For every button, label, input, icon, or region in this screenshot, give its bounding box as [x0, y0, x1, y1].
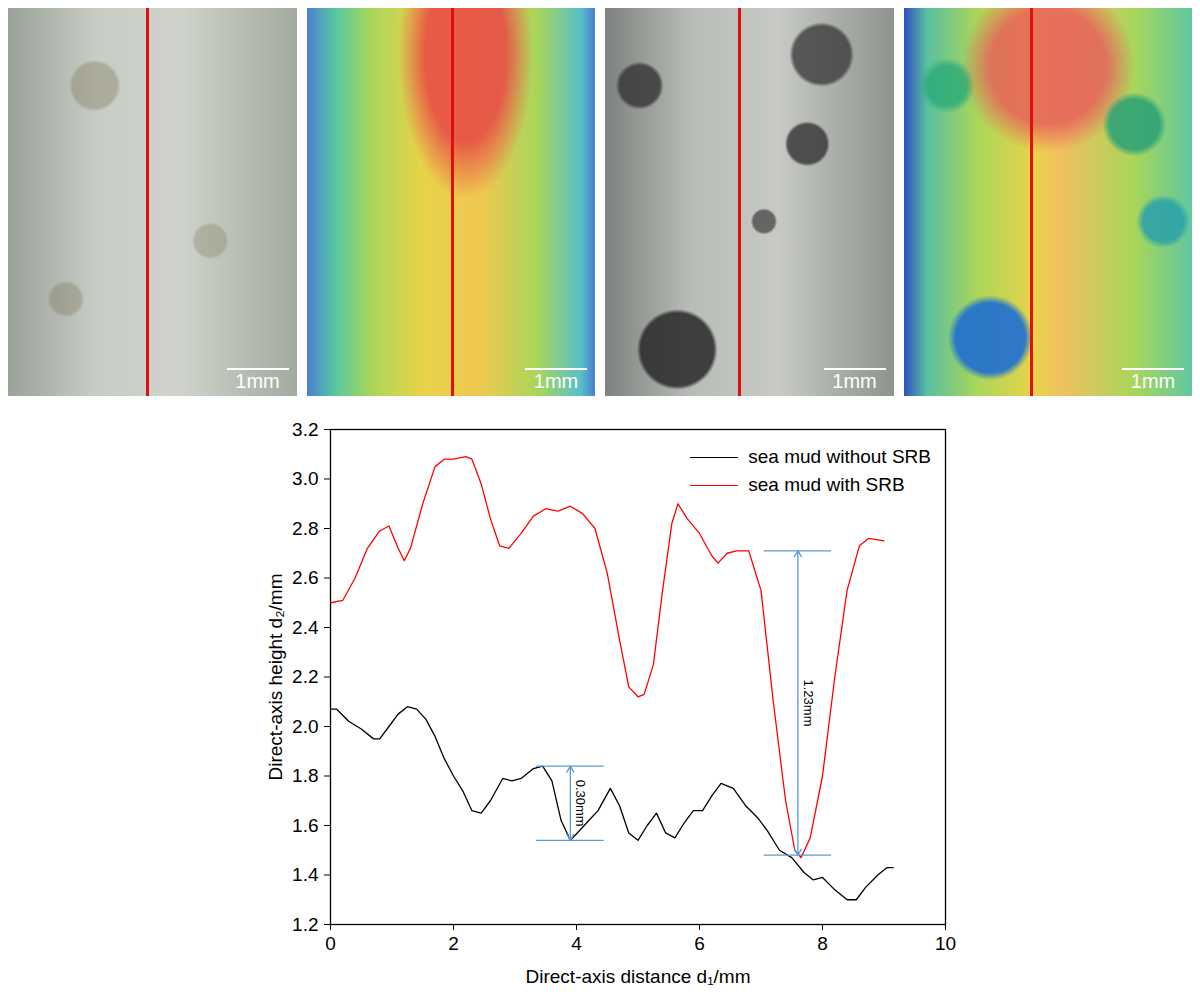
svg-text:2.6: 2.6: [292, 567, 318, 588]
html-text:1mm: 1mm: [235, 370, 280, 392]
svg-text:1.8: 1.8: [292, 765, 318, 786]
svg-text:1.23mm: 1.23mm: [801, 680, 816, 727]
svg-text:4: 4: [571, 933, 582, 954]
svg-text:3.2: 3.2: [292, 419, 318, 440]
html-text:sea mud without SRB: sea mud without SRB: [748, 446, 931, 467]
svg-text:0.30mm: 0.30mm: [573, 780, 588, 827]
svg-text:Direct-axis height d₂/mm: Direct-axis height d₂/mm: [265, 574, 286, 781]
html-text:sea mud with SRB: sea mud with SRB: [748, 474, 905, 495]
svg-text:10: 10: [935, 933, 956, 954]
svg-text:1.6: 1.6: [292, 815, 318, 836]
svg-text:1.4: 1.4: [292, 864, 319, 885]
html-text:1mm: 1mm: [533, 370, 579, 392]
html-text:1mm: 1mm: [832, 370, 877, 392]
svg-text:2: 2: [448, 933, 459, 954]
svg-text:3.0: 3.0: [292, 468, 318, 489]
svg-text:2.2: 2.2: [292, 666, 318, 687]
svg-text:1.2: 1.2: [292, 914, 318, 935]
svg-text:8: 8: [817, 933, 828, 954]
svg-text:2.8: 2.8: [292, 518, 318, 539]
svg-text:2.4: 2.4: [292, 617, 319, 638]
html-text:1mm: 1mm: [1130, 370, 1176, 392]
svg-text:2.0: 2.0: [292, 716, 318, 737]
svg-text:6: 6: [694, 933, 705, 954]
svg-text:Direct-axis distance d₁/mm: Direct-axis distance d₁/mm: [526, 966, 751, 987]
svg-text:0: 0: [325, 933, 336, 954]
